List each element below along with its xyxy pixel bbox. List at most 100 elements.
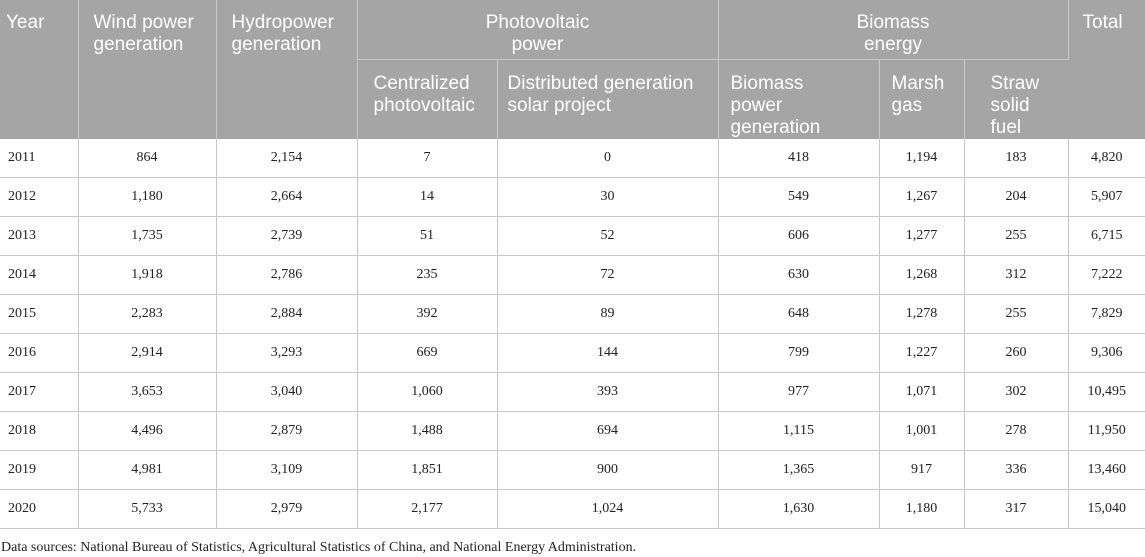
cell-marsh-gas: 917 bbox=[879, 450, 965, 490]
cell-total: 7,222 bbox=[1068, 255, 1145, 295]
cell-biomass-power: 630 bbox=[718, 255, 880, 295]
table-header: Year Wind power generation Hydropower ge… bbox=[0, 0, 1145, 139]
table-row: 2020 5,733 2,979 2,177 1,024 1,630 1,180 317 15,… bbox=[0, 489, 1145, 529]
cell-distributed-solar: 52 bbox=[497, 216, 719, 256]
cell-distributed-solar: 144 bbox=[497, 333, 719, 373]
cell-biomass-power: 1,630 bbox=[718, 489, 880, 529]
cell-hydropower: 2,739 bbox=[216, 216, 358, 256]
cell-straw-solid-fuel: 255 bbox=[964, 294, 1069, 334]
cell-marsh-gas: 1,180 bbox=[879, 489, 965, 529]
cell-year: 2016 bbox=[0, 333, 79, 373]
header-biomass-power-label: Biomass power generation bbox=[730, 73, 821, 138]
cell-hydropower: 2,786 bbox=[216, 255, 358, 295]
table-row: 2014 1,918 2,786 235 72 630 1,268 312 7,222 bbox=[0, 255, 1145, 295]
cell-year: 2018 bbox=[0, 411, 79, 451]
cell-centralized-photovoltaic: 14 bbox=[357, 177, 498, 217]
cell-wind-power: 1,918 bbox=[78, 255, 217, 295]
cell-centralized-photovoltaic: 51 bbox=[357, 216, 498, 256]
header-biomass-label: Biomass energy bbox=[856, 12, 930, 55]
cell-straw-solid-fuel: 255 bbox=[964, 216, 1069, 256]
cell-hydropower: 2,979 bbox=[216, 489, 358, 529]
cell-year: 2011 bbox=[0, 139, 79, 178]
table-row: 2018 4,496 2,879 1,488 694 1,115 1,001 278 11,95… bbox=[0, 411, 1145, 451]
cell-biomass-power: 799 bbox=[718, 333, 880, 373]
cell-straw-solid-fuel: 204 bbox=[964, 177, 1069, 217]
cell-total: 4,820 bbox=[1068, 139, 1145, 178]
table-row: 2016 2,914 3,293 669 144 799 1,227 260 9,306 bbox=[0, 333, 1145, 373]
header-total: Total bbox=[1068, 0, 1145, 139]
cell-marsh-gas: 1,194 bbox=[879, 139, 965, 178]
cell-total: 5,907 bbox=[1068, 177, 1145, 217]
cell-distributed-solar: 30 bbox=[497, 177, 719, 217]
table-row: 2017 3,653 3,040 1,060 393 977 1,071 302 10,495 bbox=[0, 372, 1145, 412]
table-row: 2011 864 2,154 7 0 418 1,194 183 4,820 bbox=[0, 139, 1145, 178]
cell-hydropower: 2,879 bbox=[216, 411, 358, 451]
cell-biomass-power: 977 bbox=[718, 372, 880, 412]
cell-hydropower: 2,154 bbox=[216, 139, 358, 178]
cell-biomass-power: 648 bbox=[718, 294, 880, 334]
cell-wind-power: 4,496 bbox=[78, 411, 217, 451]
cell-year: 2015 bbox=[0, 294, 79, 334]
header-biomass-group: Biomass energy bbox=[718, 0, 1069, 60]
cell-centralized-photovoltaic: 7 bbox=[357, 139, 498, 178]
data-sources-footnote: Data sources: National Bureau of Statist… bbox=[1, 540, 637, 555]
cell-distributed-solar: 89 bbox=[497, 294, 719, 334]
table-row: 2019 4,981 3,109 1,851 900 1,365 917 336 13,460 bbox=[0, 450, 1145, 490]
cell-distributed-solar: 1,024 bbox=[497, 489, 719, 529]
header-distributed-solar: Distributed generation solar project bbox=[497, 59, 719, 139]
cell-straw-solid-fuel: 278 bbox=[964, 411, 1069, 451]
header-centralized-photovoltaic-label: Centralized photovoltaic bbox=[373, 73, 475, 116]
header-straw-solid-fuel-label: Straw solid fuel bbox=[990, 73, 1040, 138]
cell-wind-power: 1,735 bbox=[78, 216, 217, 256]
cell-wind-power: 2,283 bbox=[78, 294, 217, 334]
header-hydropower: Hydropower generation bbox=[216, 0, 358, 139]
cell-marsh-gas: 1,071 bbox=[879, 372, 965, 412]
header-wind-power: Wind power generation bbox=[78, 0, 217, 139]
cell-hydropower: 3,109 bbox=[216, 450, 358, 490]
cell-hydropower: 2,664 bbox=[216, 177, 358, 217]
header-photovoltaic-group: Photovoltaic power bbox=[357, 0, 719, 60]
cell-distributed-solar: 900 bbox=[497, 450, 719, 490]
header-photovoltaic-label: Photovoltaic power bbox=[485, 12, 590, 55]
cell-distributed-solar: 0 bbox=[497, 139, 719, 178]
cell-wind-power: 4,981 bbox=[78, 450, 217, 490]
cell-marsh-gas: 1,267 bbox=[879, 177, 965, 217]
cell-total: 6,715 bbox=[1068, 216, 1145, 256]
cell-wind-power: 1,180 bbox=[78, 177, 217, 217]
cell-straw-solid-fuel: 302 bbox=[964, 372, 1069, 412]
cell-marsh-gas: 1,001 bbox=[879, 411, 965, 451]
cell-biomass-power: 418 bbox=[718, 139, 880, 178]
cell-straw-solid-fuel: 183 bbox=[964, 139, 1069, 178]
cell-hydropower: 3,040 bbox=[216, 372, 358, 412]
cell-year: 2020 bbox=[0, 489, 79, 529]
cell-distributed-solar: 393 bbox=[497, 372, 719, 412]
cell-total: 13,460 bbox=[1068, 450, 1145, 490]
cell-total: 11,950 bbox=[1068, 411, 1145, 451]
header-biomass-power: Biomass power generation bbox=[718, 59, 880, 139]
cell-biomass-power: 1,115 bbox=[718, 411, 880, 451]
cell-centralized-photovoltaic: 392 bbox=[357, 294, 498, 334]
header-row-top: Year Wind power generation Hydropower ge… bbox=[0, 0, 1145, 139]
table-row: 2012 1,180 2,664 14 30 549 1,267 204 5,907 bbox=[0, 177, 1145, 217]
cell-straw-solid-fuel: 317 bbox=[964, 489, 1069, 529]
cell-total: 10,495 bbox=[1068, 372, 1145, 412]
cell-centralized-photovoltaic: 1,488 bbox=[357, 411, 498, 451]
header-straw-solid-fuel: Straw solid fuel bbox=[964, 59, 1069, 139]
cell-year: 2013 bbox=[0, 216, 79, 256]
cell-year: 2014 bbox=[0, 255, 79, 295]
cell-total: 15,040 bbox=[1068, 489, 1145, 529]
header-marsh-gas-label: Marsh gas bbox=[891, 73, 945, 116]
cell-centralized-photovoltaic: 1,060 bbox=[357, 372, 498, 412]
table-row: 2015 2,283 2,884 392 89 648 1,278 255 7,829 bbox=[0, 294, 1145, 334]
cell-wind-power: 2,914 bbox=[78, 333, 217, 373]
cell-wind-power: 3,653 bbox=[78, 372, 217, 412]
header-row-sub: Centralized photovoltaic Distributed gen… bbox=[0, 59, 1145, 139]
header-distributed-solar-label: Distributed generation solar project bbox=[507, 73, 694, 116]
cell-straw-solid-fuel: 260 bbox=[964, 333, 1069, 373]
cell-centralized-photovoltaic: 235 bbox=[357, 255, 498, 295]
cell-marsh-gas: 1,277 bbox=[879, 216, 965, 256]
cell-wind-power: 864 bbox=[78, 139, 217, 178]
cell-centralized-photovoltaic: 2,177 bbox=[357, 489, 498, 529]
cell-distributed-solar: 694 bbox=[497, 411, 719, 451]
cell-hydropower: 3,293 bbox=[216, 333, 358, 373]
